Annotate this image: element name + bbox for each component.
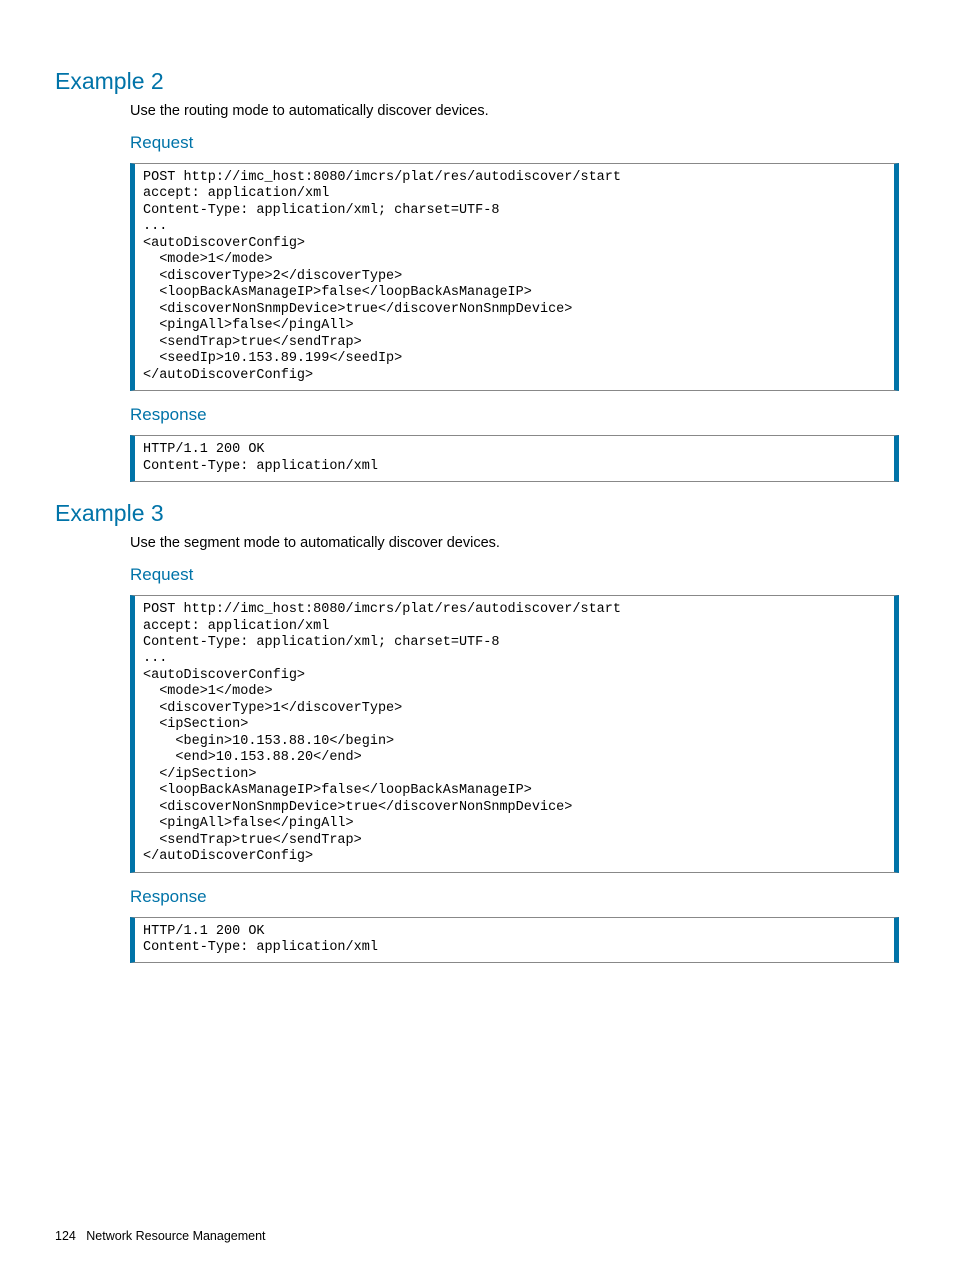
example-2-request-code: POST http://imc_host:8080/imcrs/plat/res… [130,163,899,391]
example-3-request-code: POST http://imc_host:8080/imcrs/plat/res… [130,595,899,873]
page-number: 124 [55,1229,76,1243]
footer-section-title: Network Resource Management [86,1229,265,1243]
example-3-description: Use the segment mode to automatically di… [130,535,899,551]
example-3-request-label: Request [130,565,899,585]
example-3-heading: Example 3 [55,500,899,527]
page-footer: 124 Network Resource Management [55,1229,266,1243]
example-2-description: Use the routing mode to automatically di… [130,103,899,119]
example-3-response-code: HTTP/1.1 200 OK Content-Type: applicatio… [130,917,899,964]
example-3-response-label: Response [130,887,899,907]
example-2-response-code: HTTP/1.1 200 OK Content-Type: applicatio… [130,435,899,482]
example-2-response-label: Response [130,405,899,425]
example-2-request-label: Request [130,133,899,153]
example-2-heading: Example 2 [55,68,899,95]
